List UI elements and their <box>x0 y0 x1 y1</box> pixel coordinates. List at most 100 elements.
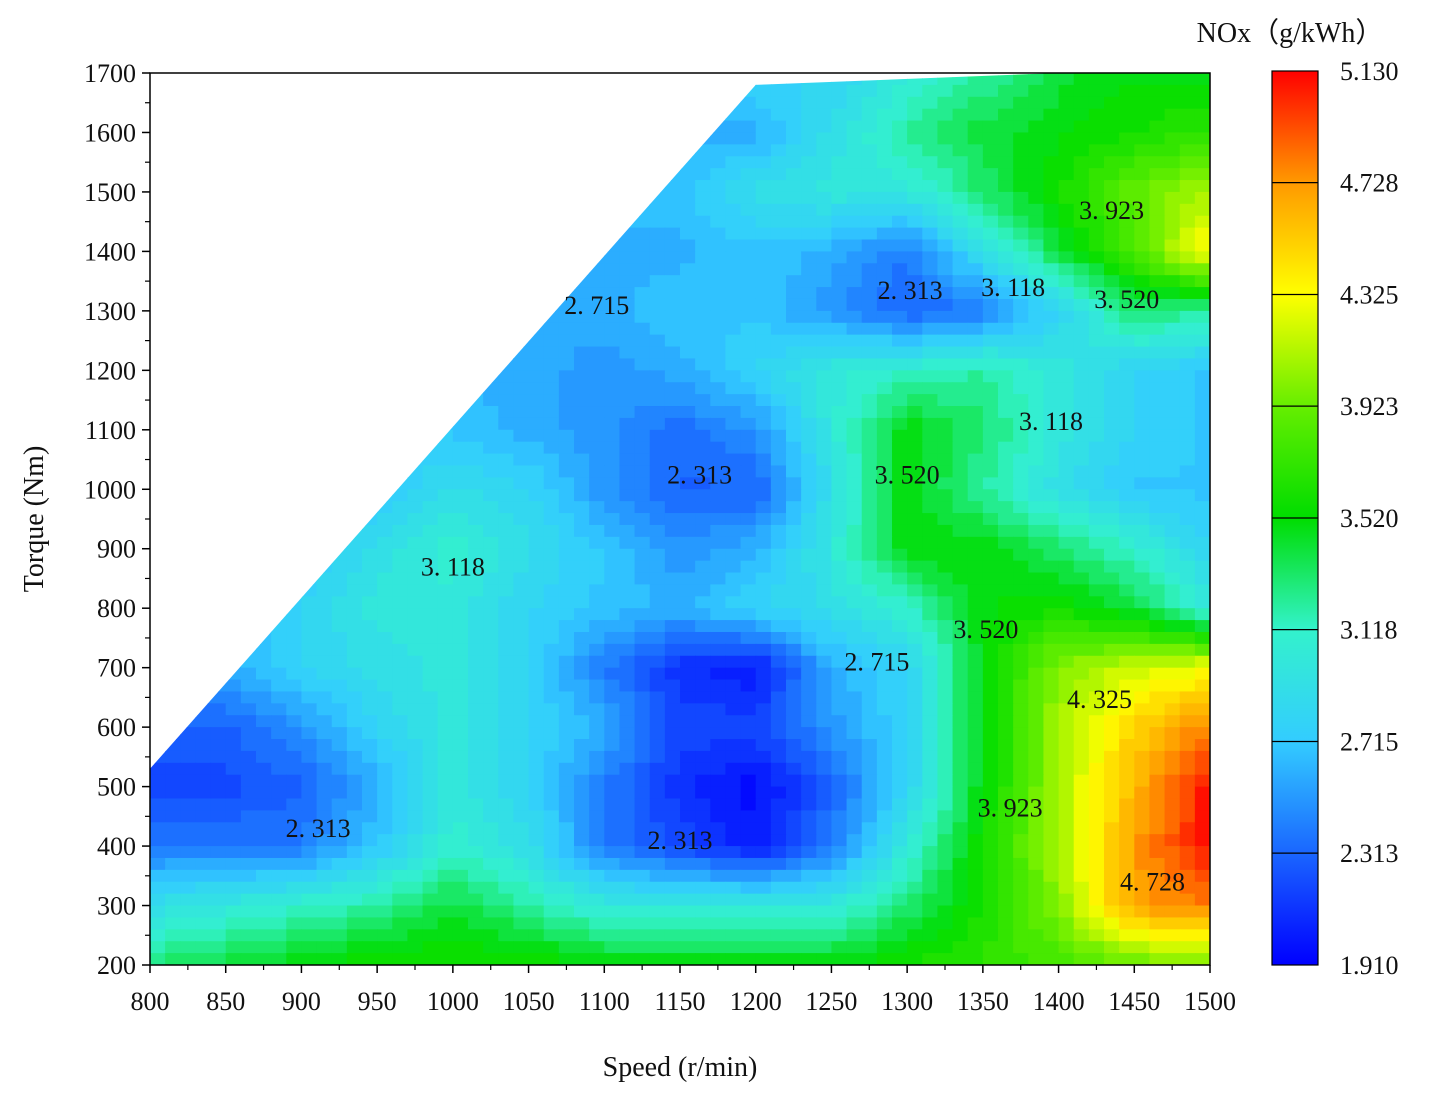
heat-cell <box>543 120 560 134</box>
heat-cell <box>907 180 923 193</box>
heat-cell <box>452 84 469 98</box>
heat-cell <box>695 643 711 657</box>
heat-cell <box>619 132 636 145</box>
heat-cell <box>589 501 605 514</box>
heat-cell <box>937 822 954 835</box>
heat-cell <box>695 298 711 312</box>
heat-cell <box>846 846 863 859</box>
heat-cell <box>740 168 757 181</box>
heat-cell <box>165 822 181 835</box>
heat-cell <box>574 786 590 800</box>
heat-cell <box>619 798 636 811</box>
heat-cell <box>1194 822 1210 835</box>
heat-cell <box>1134 524 1151 538</box>
heat-cell <box>876 358 893 371</box>
heat-cell <box>725 477 742 490</box>
heat-cell <box>619 715 636 728</box>
heat-cell <box>1149 631 1166 645</box>
heat-cell <box>468 477 484 490</box>
heat-cell <box>861 584 878 597</box>
heat-cell <box>967 643 984 657</box>
heat-cell <box>558 536 575 550</box>
heat-cell <box>195 180 212 193</box>
heat-cell <box>680 513 696 526</box>
heat-cell <box>362 560 378 574</box>
heat-cell <box>649 275 666 288</box>
heat-cell <box>407 905 424 919</box>
heat-cell <box>407 465 424 478</box>
heat-cell <box>498 84 515 98</box>
heat-cell <box>604 762 621 776</box>
heat-cell <box>649 358 666 371</box>
heat-cell <box>210 191 227 205</box>
heat-cell <box>240 524 257 538</box>
heat-cell <box>619 810 636 823</box>
heat-cell <box>316 905 333 919</box>
heat-cell <box>513 762 530 776</box>
heat-cell <box>180 180 197 193</box>
heat-cell <box>937 691 954 704</box>
heat-cell <box>316 191 333 205</box>
heat-cell <box>876 667 893 681</box>
heat-cell <box>740 857 757 871</box>
heat-cell <box>846 560 863 574</box>
heat-cell <box>937 655 954 669</box>
heat-cell <box>892 869 908 883</box>
heat-cell <box>967 727 984 740</box>
heat-cell <box>725 667 742 681</box>
heat-cell <box>1028 893 1045 907</box>
heat-cell <box>1073 287 1090 300</box>
heat-cell <box>816 96 833 110</box>
heat-cell <box>982 168 999 181</box>
heat-cell <box>725 394 742 407</box>
heat-cell <box>982 180 999 193</box>
heat-cell <box>967 239 984 252</box>
heat-cell <box>770 631 787 645</box>
heat-cell <box>967 536 984 550</box>
heat-cell <box>952 750 969 764</box>
heat-cell <box>422 156 439 169</box>
heat-cell <box>861 251 878 264</box>
heat-cell <box>468 584 484 597</box>
heat-cell <box>589 857 605 871</box>
heat-cell <box>861 620 878 633</box>
heat-cell <box>604 536 621 550</box>
heat-cell <box>316 489 333 502</box>
heat-cell <box>377 834 393 847</box>
heat-cell <box>240 786 257 800</box>
heat-cell <box>1104 489 1120 502</box>
heat-cell <box>437 465 454 478</box>
heat-cell <box>634 786 651 800</box>
heat-cell <box>150 727 166 740</box>
heat-cell <box>558 489 575 502</box>
heat-cell <box>937 322 954 336</box>
heat-cell <box>725 631 742 645</box>
heat-cell <box>271 441 287 455</box>
heat-cell <box>982 524 999 538</box>
heat-cell <box>619 536 636 550</box>
heat-cell <box>452 643 469 657</box>
heat-cell <box>1134 857 1151 871</box>
heat-cell <box>1058 727 1075 740</box>
heat-cell <box>165 120 181 134</box>
heat-cell <box>892 251 908 264</box>
heat-cell <box>907 322 923 336</box>
heat-cell <box>180 394 197 407</box>
heat-cell <box>952 762 969 776</box>
heat-cell <box>937 180 954 193</box>
heat-cell <box>210 251 227 264</box>
heat-cell <box>710 739 727 752</box>
heat-cell <box>967 382 984 395</box>
heat-cell <box>952 322 969 336</box>
heat-cell <box>831 358 848 371</box>
heat-cell <box>982 857 999 871</box>
heat-cell <box>1043 786 1060 800</box>
heat-cell <box>892 857 908 871</box>
heat-cell <box>1104 477 1120 490</box>
heat-cell <box>362 477 378 490</box>
heat-cell <box>150 631 166 645</box>
heat-cell <box>907 168 923 181</box>
heat-cell <box>710 679 727 693</box>
heat-cell <box>543 917 560 930</box>
heat-cell <box>876 489 893 502</box>
